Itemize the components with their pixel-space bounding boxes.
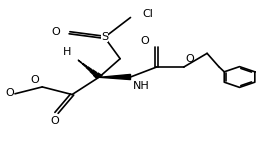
Polygon shape	[93, 73, 102, 78]
Text: H: H	[62, 47, 71, 57]
Text: O: O	[5, 88, 14, 98]
Text: O: O	[30, 75, 39, 85]
Text: O: O	[51, 27, 60, 37]
Polygon shape	[86, 67, 92, 71]
Polygon shape	[90, 70, 97, 74]
Text: O: O	[51, 116, 60, 126]
Polygon shape	[78, 60, 82, 63]
Text: O: O	[140, 36, 149, 46]
Text: NH: NH	[133, 81, 150, 91]
Text: Cl: Cl	[142, 9, 153, 19]
Text: O: O	[185, 54, 194, 64]
Text: S: S	[101, 32, 108, 42]
Polygon shape	[82, 63, 87, 67]
Polygon shape	[99, 74, 130, 80]
